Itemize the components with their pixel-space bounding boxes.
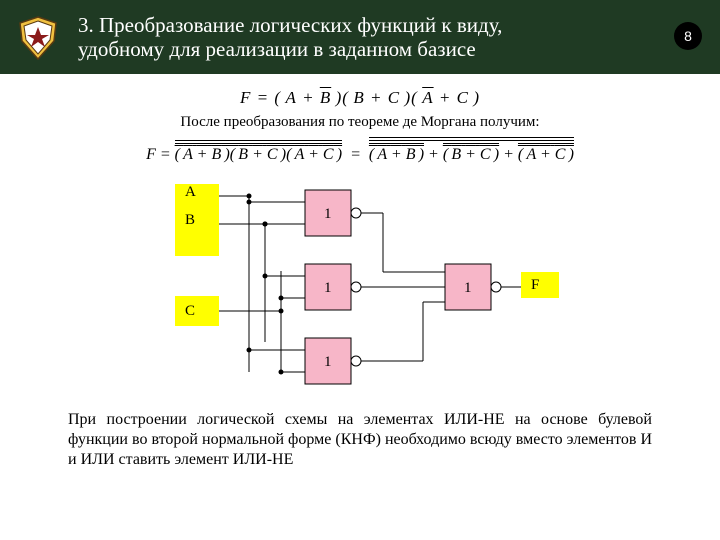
- bottom-paragraph: При построении логической схемы на элеме…: [50, 410, 670, 470]
- after-transform-text: После преобразования по теореме де Морга…: [50, 114, 670, 131]
- slide-number: 8: [684, 28, 692, 44]
- svg-text:1: 1: [324, 280, 332, 296]
- svg-text:1: 1: [324, 206, 332, 222]
- svg-text:A: A: [185, 184, 196, 200]
- formula-original: F = ( A + B )( B + C )( A + C ): [50, 88, 670, 108]
- svg-text:1: 1: [464, 280, 472, 296]
- svg-text:C: C: [185, 303, 195, 319]
- slide-title: 3. Преобразование логических функций к в…: [78, 13, 502, 61]
- emblem-shield: [14, 13, 62, 61]
- content-area: F = ( A + B )( B + C )( A + C ) После пр…: [0, 74, 720, 470]
- svg-text:F: F: [531, 277, 539, 293]
- slide-number-badge: 8: [674, 22, 702, 50]
- slide-header: 3. Преобразование логических функций к в…: [0, 0, 720, 74]
- title-line-2: удобному для реализации в заданном базис…: [78, 37, 502, 61]
- svg-text:B: B: [185, 212, 195, 228]
- svg-text:1: 1: [324, 354, 332, 370]
- title-line-1: 3. Преобразование логических функций к в…: [78, 13, 502, 37]
- formula-demorgan: F = ( A + B )( B + C )( A + C ) = ( A + …: [50, 137, 670, 164]
- logic-diagram: AB C F 1 1 1 1: [145, 172, 575, 402]
